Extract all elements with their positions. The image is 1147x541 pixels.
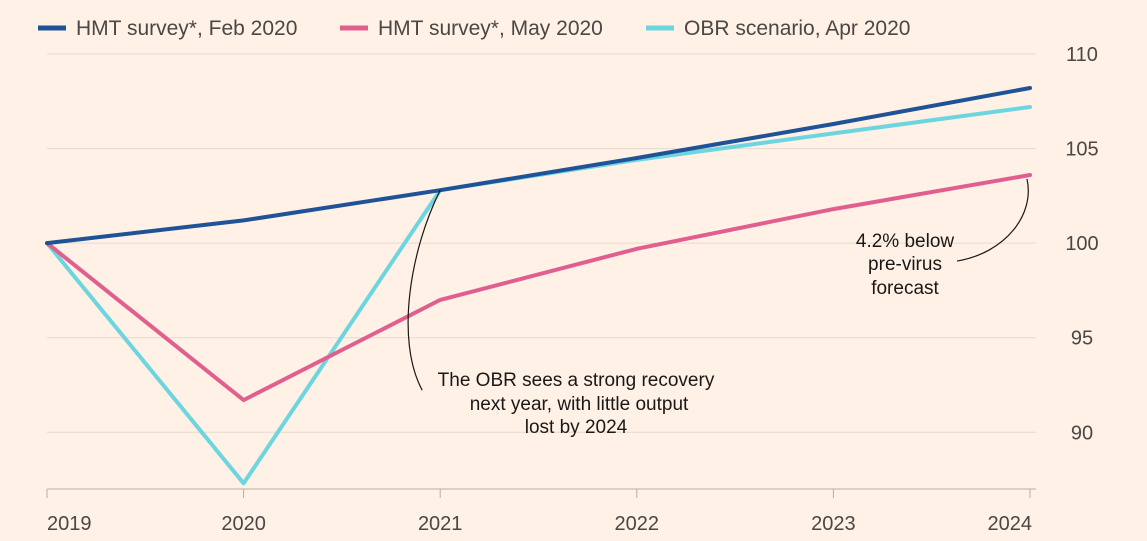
series-lines — [45, 86, 1032, 486]
legend-label: HMT survey*, Feb 2020 — [76, 17, 297, 40]
annotation-text-recovery: The OBR sees a strong recovery — [438, 370, 715, 391]
y-tick-label: 100 — [1065, 233, 1098, 255]
legend-label: HMT survey*, May 2020 — [378, 17, 603, 40]
annotations: The OBR sees a strong recovery next year,… — [407, 178, 1029, 438]
y-tick-label: 90 — [1071, 422, 1093, 444]
annotation-text-recovery: lost by 2024 — [525, 417, 628, 438]
gridlines — [47, 53, 1036, 433]
legend: HMT survey*, Feb 2020 HMT survey*, May 20… — [38, 17, 910, 40]
annotation-connector-recovery — [407, 189, 441, 391]
y-tick-label: 95 — [1071, 328, 1093, 350]
y-tick-label: 110 — [1066, 44, 1098, 66]
annotation-connector-below — [956, 178, 1029, 262]
annotation-text-below: pre-virus — [868, 254, 942, 275]
x-tick-label: 2024 — [988, 513, 1033, 535]
x-tick-label: 2022 — [615, 513, 660, 535]
annotation-text-recovery: next year, with little output — [470, 394, 689, 415]
annotation-text-below: 4.2% below — [856, 231, 955, 252]
series-line-1 — [45, 86, 1032, 246]
legend-label: OBR scenario, Apr 2020 — [684, 17, 910, 40]
x-tick-label: 2020 — [221, 513, 266, 535]
x-tick-label: 2021 — [418, 513, 463, 535]
axes: 90 95 100 105 110 2019 2020 2021 2022 2023 2024 — [46, 44, 1099, 535]
x-tick-label: 2023 — [811, 513, 856, 535]
y-tick-label: 105 — [1065, 139, 1098, 161]
annotation-text-below: forecast — [871, 278, 939, 299]
x-tick-label: 2019 — [47, 513, 92, 535]
series-line-2 — [45, 173, 1032, 403]
